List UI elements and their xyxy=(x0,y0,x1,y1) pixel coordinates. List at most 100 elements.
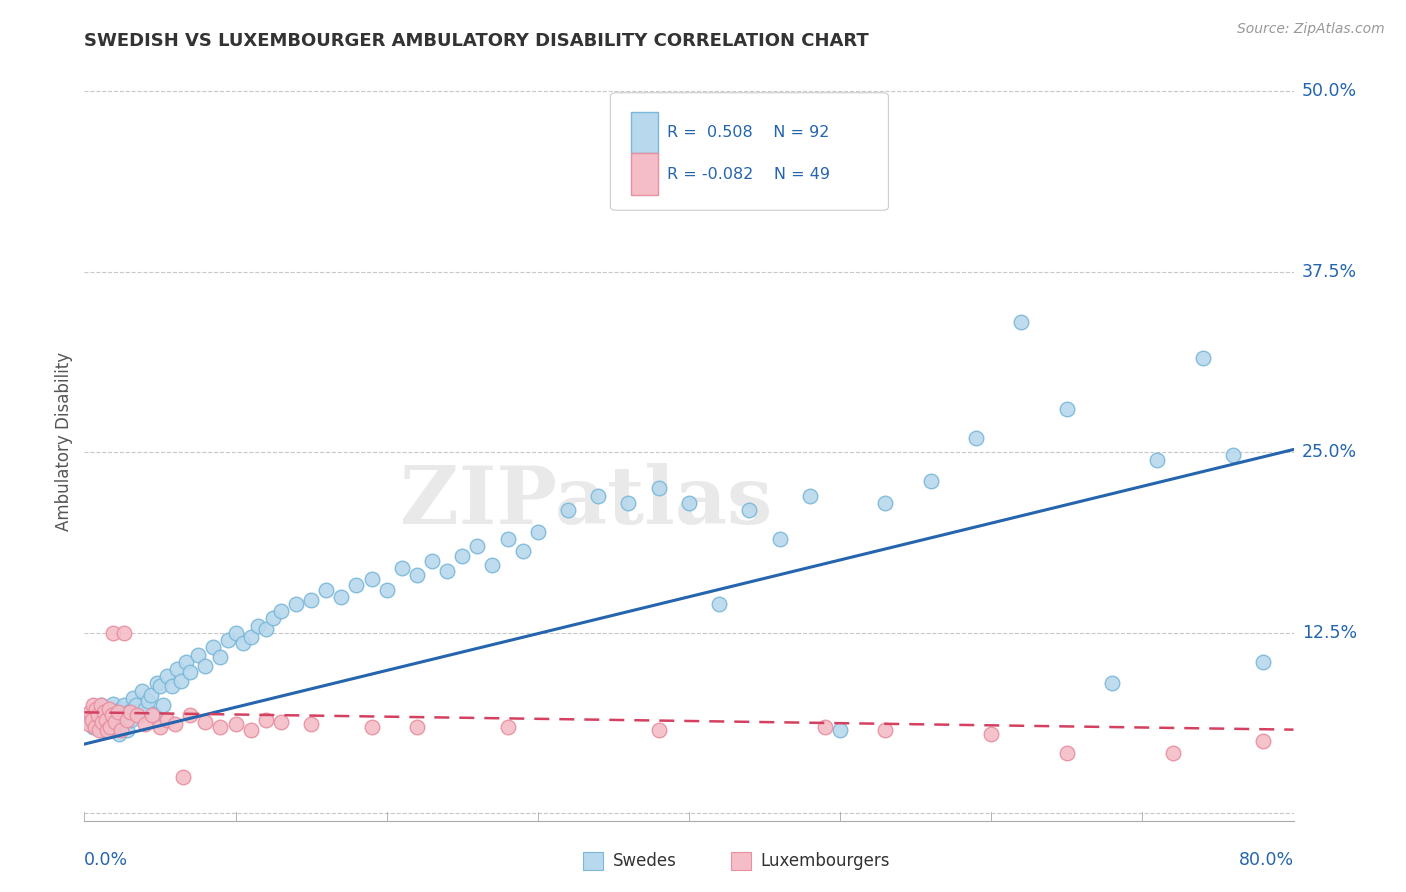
Point xyxy=(166,662,188,676)
Point xyxy=(451,549,474,564)
Point xyxy=(89,723,111,737)
Point xyxy=(115,723,138,737)
Point xyxy=(875,723,897,737)
Point xyxy=(436,564,458,578)
Point xyxy=(82,720,104,734)
Bar xyxy=(631,153,658,195)
Point xyxy=(91,715,114,730)
Point xyxy=(107,706,129,720)
Point xyxy=(285,597,308,611)
Point xyxy=(588,489,610,503)
Point xyxy=(1146,452,1168,467)
Point xyxy=(156,713,179,727)
Point xyxy=(201,640,224,655)
Point xyxy=(136,694,159,708)
Point xyxy=(96,723,118,737)
Point xyxy=(299,717,322,731)
Point xyxy=(467,539,489,553)
Point xyxy=(170,673,193,688)
Point xyxy=(108,727,131,741)
Point xyxy=(179,665,201,679)
Point xyxy=(79,706,101,720)
Point xyxy=(557,503,579,517)
Point xyxy=(97,715,120,730)
Point xyxy=(160,679,183,693)
Point xyxy=(617,496,640,510)
Text: 25.0%: 25.0% xyxy=(1302,443,1357,461)
Point xyxy=(84,720,107,734)
Point xyxy=(239,723,262,737)
Point xyxy=(84,706,107,720)
Point xyxy=(98,720,121,734)
Point xyxy=(94,706,117,720)
Bar xyxy=(631,112,658,153)
Point xyxy=(79,713,101,727)
Point xyxy=(97,702,120,716)
Point xyxy=(1101,676,1123,690)
Point xyxy=(391,561,413,575)
Point xyxy=(89,717,111,731)
Point xyxy=(648,482,671,496)
Point xyxy=(114,708,136,723)
Point xyxy=(769,532,792,546)
Point xyxy=(406,720,429,734)
Point xyxy=(209,650,232,665)
Point xyxy=(814,720,837,734)
Point xyxy=(127,708,149,723)
Point xyxy=(330,590,353,604)
Point xyxy=(104,718,127,732)
Point xyxy=(346,578,368,592)
Point xyxy=(98,702,121,716)
Text: Luxembourgers: Luxembourgers xyxy=(761,852,890,870)
Point xyxy=(125,698,148,712)
Point xyxy=(93,706,115,720)
Y-axis label: Ambulatory Disability: Ambulatory Disability xyxy=(55,352,73,531)
Point xyxy=(96,708,118,723)
Point xyxy=(134,717,156,731)
Point xyxy=(94,713,117,727)
Point xyxy=(830,723,852,737)
Text: 0.0%: 0.0% xyxy=(84,851,128,869)
Text: R = -0.082    N = 49: R = -0.082 N = 49 xyxy=(668,167,830,182)
Point xyxy=(217,633,239,648)
Point xyxy=(165,717,187,731)
Text: R =  0.508    N = 92: R = 0.508 N = 92 xyxy=(668,125,830,140)
Point xyxy=(131,683,153,698)
Point xyxy=(105,714,128,728)
Point xyxy=(360,573,382,587)
Point xyxy=(420,554,443,568)
Point xyxy=(112,626,135,640)
Point xyxy=(920,475,942,489)
Point xyxy=(112,698,135,712)
Point xyxy=(1161,746,1184,760)
Point xyxy=(299,592,322,607)
Text: ZIPatlas: ZIPatlas xyxy=(401,463,772,541)
Point xyxy=(128,708,150,723)
Point xyxy=(149,720,172,734)
Point xyxy=(91,723,114,737)
Text: 50.0%: 50.0% xyxy=(1302,82,1357,100)
Point xyxy=(90,698,112,712)
Text: Source: ZipAtlas.com: Source: ZipAtlas.com xyxy=(1237,22,1385,37)
Text: 12.5%: 12.5% xyxy=(1302,624,1357,642)
Point xyxy=(1056,746,1078,760)
Point xyxy=(87,708,110,723)
Point xyxy=(111,720,134,734)
Point xyxy=(1253,734,1275,748)
Point xyxy=(115,713,138,727)
Point xyxy=(76,708,98,723)
Point xyxy=(118,704,141,718)
Text: Swedes: Swedes xyxy=(613,852,676,870)
Point xyxy=(496,720,519,734)
Point xyxy=(375,582,398,597)
Point xyxy=(1222,448,1244,462)
Point xyxy=(100,723,122,737)
Point xyxy=(156,669,179,683)
Point xyxy=(187,648,209,662)
Point xyxy=(110,723,132,737)
Point xyxy=(1056,402,1078,417)
Point xyxy=(118,706,141,720)
Text: 80.0%: 80.0% xyxy=(1239,851,1294,869)
Point xyxy=(965,431,987,445)
Point xyxy=(194,659,217,673)
